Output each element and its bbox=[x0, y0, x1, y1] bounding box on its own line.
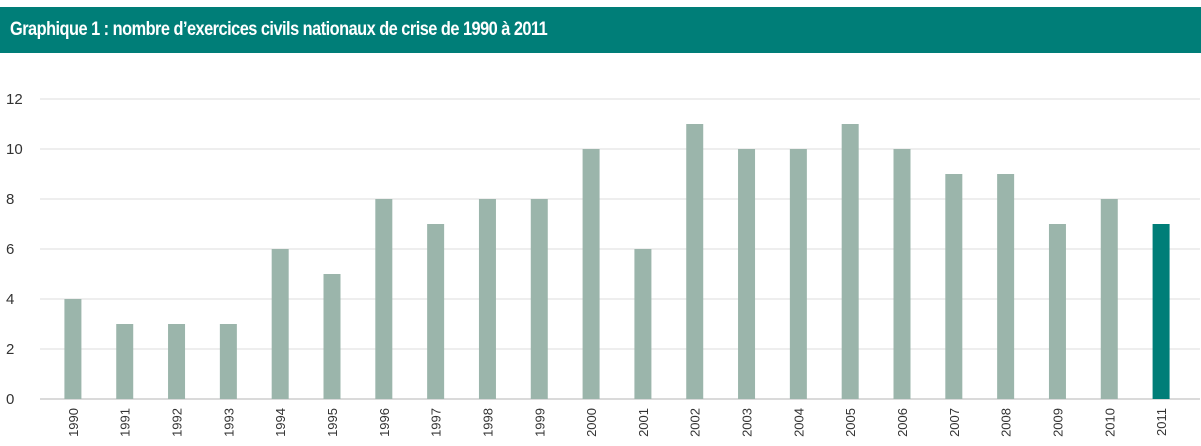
chart-title-bar: Graphique 1 : nombre d’exercices civils … bbox=[0, 7, 1201, 53]
x-tick-label: 1995 bbox=[325, 408, 340, 437]
bar-2003 bbox=[738, 149, 756, 399]
x-tick-label: 2010 bbox=[1102, 408, 1117, 437]
bar-1998 bbox=[478, 199, 496, 399]
bar-2011 bbox=[1152, 224, 1170, 399]
bar-1994 bbox=[271, 249, 289, 399]
bar-1993 bbox=[219, 324, 237, 399]
x-tick-label: 2011 bbox=[1154, 408, 1169, 436]
x-tick-label: 2005 bbox=[843, 408, 858, 437]
x-tick-label: 2009 bbox=[1050, 408, 1065, 437]
bar-2006 bbox=[893, 149, 911, 399]
y-tick-label: 12 bbox=[6, 91, 23, 108]
y-tick-label: 8 bbox=[6, 191, 14, 208]
bar-1990 bbox=[64, 299, 82, 399]
x-tick-label: 1994 bbox=[273, 408, 288, 437]
bar-2000 bbox=[582, 149, 600, 399]
gridlines bbox=[40, 98, 1200, 400]
x-tick-label: 1999 bbox=[532, 408, 547, 437]
x-tick-label: 1998 bbox=[480, 408, 495, 437]
bar-2008 bbox=[997, 174, 1015, 399]
x-tick-label: 2002 bbox=[688, 408, 703, 437]
y-tick-label: 0 bbox=[6, 391, 14, 408]
x-tick-label: 2007 bbox=[947, 408, 962, 437]
y-tick-label: 4 bbox=[6, 291, 14, 308]
bar-2007 bbox=[945, 174, 963, 399]
x-tick-label: 2000 bbox=[584, 408, 599, 437]
x-tick-label: 2003 bbox=[740, 408, 755, 437]
bar-2002 bbox=[686, 124, 704, 399]
y-tick-label: 6 bbox=[6, 241, 14, 258]
bar-2005 bbox=[841, 124, 859, 399]
x-tick-label: 1990 bbox=[66, 408, 81, 437]
chart-title: Graphique 1 : nombre d’exercices civils … bbox=[10, 19, 548, 40]
x-tick-label: 1996 bbox=[377, 408, 392, 437]
bar-2009 bbox=[1048, 224, 1066, 399]
y-tick-label: 10 bbox=[6, 141, 23, 158]
y-tick-label: 2 bbox=[6, 341, 14, 358]
x-tick-label: 1993 bbox=[221, 408, 236, 437]
bar-1992 bbox=[168, 324, 186, 399]
y-axis-ticks: 0 2 4 6 8 10 12 bbox=[6, 91, 23, 408]
x-tick-label: 2004 bbox=[791, 408, 806, 437]
x-tick-label: 1991 bbox=[118, 408, 133, 437]
x-tick-label: 2008 bbox=[999, 408, 1014, 437]
x-tick-label: 2001 bbox=[636, 408, 651, 437]
bar-1996 bbox=[375, 199, 393, 399]
bar-2004 bbox=[789, 149, 807, 399]
bars bbox=[64, 124, 1170, 399]
bar-1999 bbox=[530, 199, 548, 399]
x-tick-label: 1992 bbox=[170, 408, 185, 437]
bar-1995 bbox=[323, 274, 341, 399]
bar-1997 bbox=[427, 224, 445, 399]
bar-2010 bbox=[1100, 199, 1118, 399]
x-axis-ticks: 1990 1991 1992 1993 1994 1995 1996 1997 1998 1999… bbox=[66, 408, 1169, 437]
bar-2001 bbox=[634, 249, 652, 399]
bar-1991 bbox=[116, 324, 134, 399]
x-tick-label: 2006 bbox=[895, 408, 910, 437]
x-tick-label: 1997 bbox=[429, 408, 444, 437]
